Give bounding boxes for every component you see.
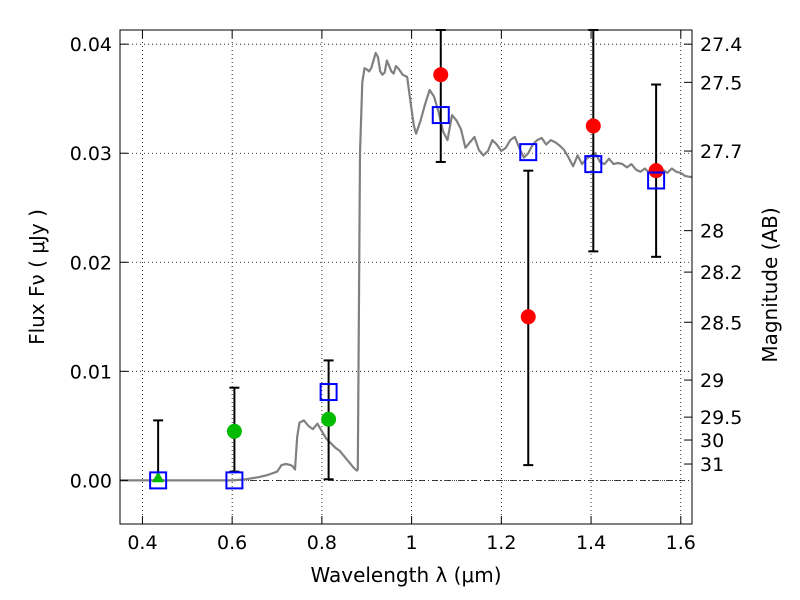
y2-tick-label: 27.4 (700, 34, 742, 56)
y2-tick-label: 28 (700, 221, 724, 243)
model-spectrum-line (120, 51, 693, 482)
y2-axis-title: Magnitude (AB) (758, 207, 782, 362)
data-points (149, 67, 666, 490)
optical-point (226, 423, 242, 439)
y-tick-label: 0.04 (70, 34, 112, 56)
grid (120, 30, 692, 524)
y2-tick-label: 27.5 (700, 72, 742, 94)
model-spectrum-group (120, 51, 693, 482)
observed-point (520, 309, 536, 325)
y2-tick-label: 27.7 (700, 141, 742, 163)
synthetic-point (647, 171, 666, 190)
synthetic-point (584, 155, 603, 174)
optical-point (321, 411, 337, 427)
x-tick-label: 1.6 (666, 532, 696, 554)
x-tick-label: 1.4 (576, 532, 606, 554)
error-bars (153, 29, 662, 482)
synthetic-point (225, 471, 244, 490)
y2-tick-label: 30 (700, 430, 724, 452)
y2-tick-label: 29 (700, 370, 724, 392)
synthetic-point (519, 143, 538, 162)
y-tick-label: 0.03 (70, 143, 112, 165)
plot-frame (119, 29, 693, 525)
y-tick-label: 0.00 (70, 470, 112, 492)
y2-tick-label: 28.2 (700, 262, 742, 284)
x-tick-label: 0.6 (217, 532, 247, 554)
x-tick-label: 1 (406, 532, 418, 554)
y-tick-label: 0.02 (70, 252, 112, 274)
observed-point (433, 67, 449, 83)
x-tick-label: 1.2 (486, 532, 516, 554)
y2-tick-label: 31 (700, 454, 724, 476)
optical-limit-marker (152, 471, 165, 483)
synthetic-point (149, 471, 168, 490)
synthetic-point (319, 383, 338, 402)
x-tick-label: 0.8 (307, 532, 337, 554)
x-tick-label: 0.4 (127, 532, 157, 554)
y2-tick-label: 28.5 (700, 312, 742, 334)
observed-point (585, 118, 601, 134)
y-axis-title: Flux Fν ( μJy ) (25, 209, 49, 345)
synthetic-point (431, 106, 450, 125)
x-axis-title: Wavelength λ (μm) (310, 563, 501, 587)
axis-ticks: 0.4 0.6 0.8 1 1.2 1.4 1.6 0.00 0.01 0.02 0.03 0.04 2… (70, 30, 742, 554)
observed-point (648, 163, 664, 179)
y-tick-label: 0.01 (70, 361, 112, 383)
y2-tick-label: 29.5 (700, 407, 742, 429)
